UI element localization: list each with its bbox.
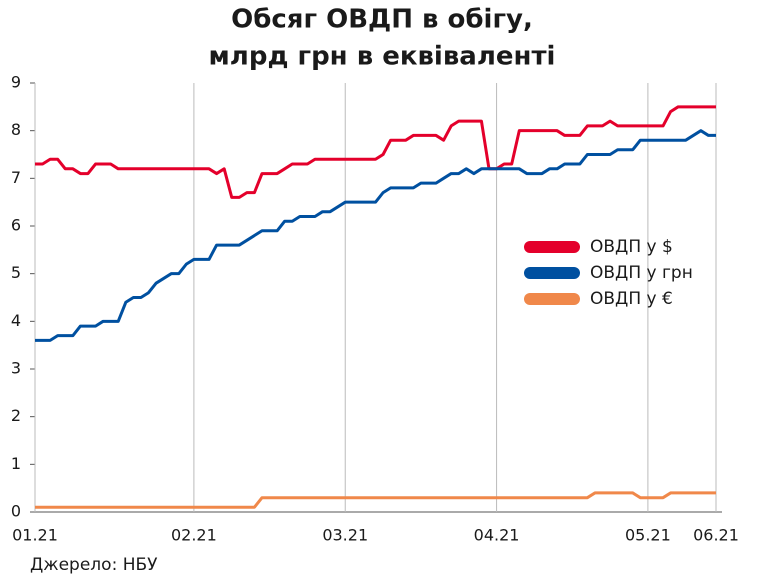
- legend-label: ОВДП у грн: [590, 263, 693, 283]
- y-tick-label: 7: [11, 168, 21, 187]
- y-tick-label: 8: [11, 120, 21, 139]
- x-tick-label: 04.21: [474, 526, 520, 545]
- y-tick-label: 5: [11, 263, 21, 282]
- x-tick-label: 06.21: [693, 526, 739, 545]
- legend-label: ОВДП у €: [590, 289, 673, 309]
- y-tick-label: 9: [11, 73, 21, 92]
- chart-subtitle: млрд грн в еквіваленті: [209, 42, 556, 72]
- legend-label: ОВДП у $: [590, 237, 673, 257]
- series-line: [35, 105, 716, 199]
- y-tick-label: 2: [11, 406, 21, 425]
- y-tick-label: 1: [11, 454, 21, 473]
- y-tick-label: 0: [11, 502, 21, 521]
- series-line: [35, 491, 716, 509]
- x-tick-label: 01.21: [12, 526, 58, 545]
- chart-title: Обсяг ОВДП в обігу,: [231, 5, 533, 35]
- x-tick-label: 03.21: [322, 526, 368, 545]
- y-tick-label: 3: [11, 359, 21, 378]
- x-tick-label: 02.21: [171, 526, 217, 545]
- series-line: [35, 129, 716, 342]
- y-tick-label: 4: [11, 311, 21, 330]
- source: Джерело: НБУ: [30, 555, 158, 575]
- x-tick-label: 05.21: [625, 526, 671, 545]
- y-tick-label: 6: [11, 216, 21, 235]
